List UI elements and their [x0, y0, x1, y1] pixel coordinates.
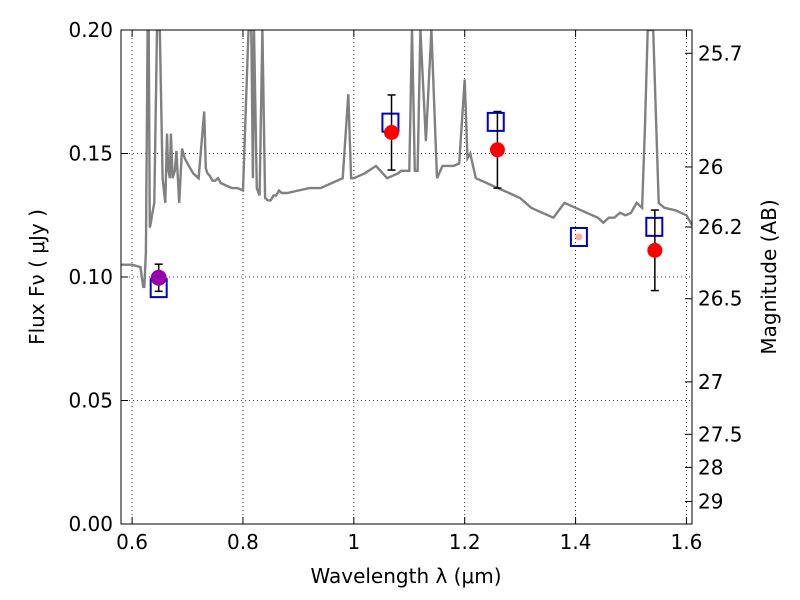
model-spectrum-line — [121, 30, 692, 289]
right-tick-label: 25.7 — [698, 41, 743, 65]
x-tick-label: 1.4 — [560, 530, 592, 554]
right-tick-label: 28 — [698, 455, 723, 479]
x-tick-label: 0.8 — [227, 530, 259, 554]
right-tick-label: 29 — [698, 489, 723, 513]
observed-point — [489, 142, 505, 158]
observed-point — [575, 233, 583, 241]
right-tick-label: 26 — [698, 155, 723, 179]
y-axis-label: Flux Fν ( μJy ) — [25, 209, 49, 345]
x-tick-label: 1.2 — [449, 530, 481, 554]
y-tick-label: 0.05 — [68, 389, 113, 413]
spectrum-layer — [121, 30, 692, 289]
plot-frame — [120, 29, 693, 525]
x-tick-label: 1.6 — [671, 530, 703, 554]
x-tick-label: 1 — [347, 530, 360, 554]
observed-point — [647, 242, 663, 258]
observed-point — [384, 125, 400, 141]
right-tick-label: 27 — [698, 370, 723, 394]
grid-layer — [121, 29, 692, 525]
x-tick-label: 0.6 — [116, 530, 148, 554]
y-tick-label: 0.00 — [68, 512, 113, 536]
y-tick-label: 0.20 — [68, 18, 113, 42]
observed-point — [150, 269, 167, 286]
axis-layer: 0.6 0.8 1 1.2 1.4 1.6 0.00 0.05 0.10 0.15 0.20 25.7… — [68, 18, 742, 554]
right-tick-label: 26.5 — [698, 287, 743, 311]
model-photometry-marker — [486, 111, 505, 132]
right-tick-label: 27.5 — [698, 422, 743, 446]
points-layer — [149, 94, 664, 299]
x-axis-label: Wavelength λ (μm) — [310, 564, 501, 588]
y-tick-label: 0.15 — [68, 142, 113, 166]
y-axis-right-label: Magnitude (AB) — [757, 199, 781, 354]
right-tick-label: 26.2 — [698, 215, 743, 239]
model-photometry-marker — [569, 226, 588, 247]
y-tick-label: 0.10 — [68, 265, 113, 289]
